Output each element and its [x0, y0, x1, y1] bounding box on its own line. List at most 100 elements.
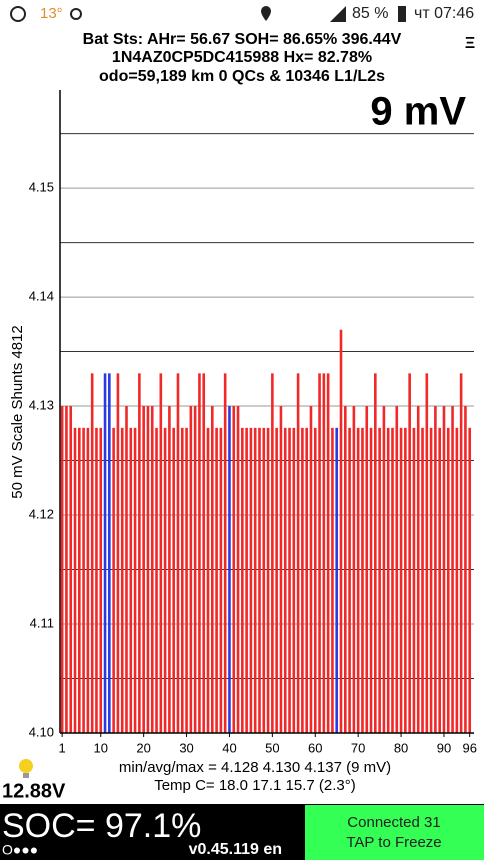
header-line: 1N4AZ0CP5DC415988 Hx= 82.78%: [112, 49, 372, 66]
voltage: 12.88V: [2, 780, 66, 802]
x-tick-label: 80: [394, 740, 408, 755]
bar: [266, 427, 270, 733]
chart-annotation: 9 mV: [370, 90, 466, 134]
status-icon: [10, 6, 26, 22]
bar: [176, 373, 180, 733]
bar: [378, 427, 381, 733]
bar: [438, 427, 441, 733]
x-tick-label: 60: [308, 740, 322, 755]
bar: [215, 427, 218, 733]
bar: [232, 406, 236, 733]
bar: [292, 427, 296, 733]
bar: [150, 406, 154, 733]
x-tick-label: 40: [222, 740, 236, 755]
bar: [271, 373, 274, 733]
bar: [369, 427, 373, 733]
bar: [374, 373, 377, 733]
header-line: odo=59,189 km 0 QCs & 10346 L1/L2s: [99, 68, 385, 85]
bar: [180, 427, 184, 733]
bar: [198, 373, 201, 733]
signal-icon: [330, 6, 346, 22]
bar: [202, 373, 206, 733]
bar: [451, 406, 454, 733]
bar: [82, 427, 85, 733]
bar: [455, 427, 459, 733]
bar: [361, 427, 364, 733]
soc: SOC= 97.1%: [2, 807, 201, 845]
bar: [236, 406, 240, 733]
y-axis-label: 50 mV Scale Shunts 4812: [9, 325, 26, 498]
bulb-icon[interactable]: [19, 759, 33, 773]
bar: [258, 427, 261, 733]
location-icon: [261, 6, 271, 21]
bar: [185, 427, 188, 733]
bar: [78, 427, 81, 733]
bar: [155, 427, 158, 733]
bar: [395, 406, 399, 733]
bar: [468, 427, 472, 733]
bar: [404, 427, 407, 733]
bar: [446, 427, 450, 733]
bar: [322, 373, 326, 733]
bar: [352, 406, 356, 733]
bar: [112, 427, 115, 733]
bar: [159, 373, 163, 733]
bar: [288, 427, 291, 733]
bar: [99, 427, 103, 733]
freeze-button[interactable]: [305, 805, 484, 860]
bar: [275, 427, 278, 733]
bar: [125, 406, 128, 733]
bar: [172, 427, 175, 733]
bar: [305, 427, 308, 733]
bar: [425, 373, 429, 733]
bar: [133, 427, 137, 733]
bar: [464, 406, 467, 733]
temps: Temp C= 18.0 17.1 15.7 (2.3°): [154, 777, 356, 794]
x-tick-label: 1: [59, 740, 66, 755]
bar: [335, 427, 339, 733]
bar: [416, 406, 420, 733]
bar: [120, 427, 124, 733]
bar: [219, 427, 223, 733]
x-tick-label: 30: [179, 740, 193, 755]
battery-icon: [398, 6, 406, 22]
bulb-base: [23, 773, 29, 778]
bar: [262, 427, 266, 733]
menu-button[interactable]: Ξ: [465, 35, 475, 52]
bar: [301, 427, 304, 733]
bar: [138, 373, 141, 733]
bar: [65, 406, 68, 733]
bar: [391, 427, 394, 733]
bar: [296, 373, 300, 733]
version: v0.45.119 en: [189, 841, 282, 858]
bar: [95, 427, 98, 733]
bar: [442, 406, 446, 733]
bar: [189, 406, 193, 733]
status-battery: 85 %: [352, 5, 388, 22]
bar: [356, 427, 360, 733]
bar: [365, 406, 369, 733]
bar: [168, 406, 171, 733]
bar: [69, 406, 73, 733]
bar: [211, 406, 214, 733]
bar: [146, 406, 150, 733]
bar: [279, 406, 283, 733]
bar: [348, 427, 351, 733]
bar: [163, 427, 167, 733]
bar: [339, 329, 343, 733]
bar: [86, 427, 90, 733]
bar: [318, 373, 321, 733]
bar: [434, 406, 437, 733]
freeze-label[interactable]: TAP to Freeze: [346, 834, 441, 851]
y-tick-label: 4.14: [29, 289, 54, 304]
bar: [429, 427, 433, 733]
bar: [459, 373, 463, 733]
y-tick-label: 4.12: [29, 506, 54, 521]
bar: [206, 427, 210, 733]
connected-status: Connected 31: [347, 814, 440, 831]
x-tick-label: 10: [94, 740, 108, 755]
bar: [241, 427, 244, 733]
bar: [108, 373, 111, 733]
bar: [253, 427, 257, 733]
